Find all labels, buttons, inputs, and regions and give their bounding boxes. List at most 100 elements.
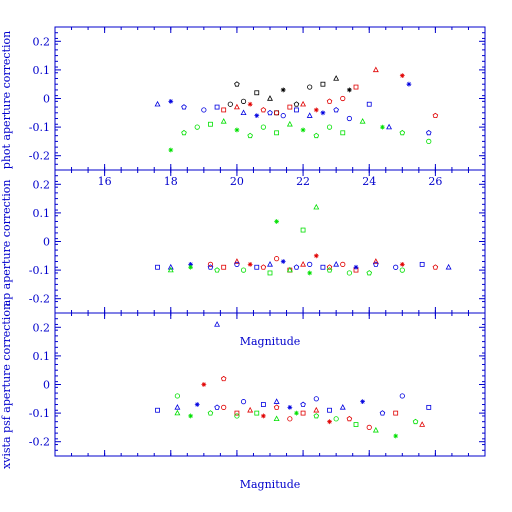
- data-point: [174, 393, 180, 399]
- data-point: [333, 416, 339, 422]
- data-point: [300, 100, 307, 107]
- data-point: [214, 404, 220, 410]
- data-point: [300, 127, 306, 133]
- xlabel-ap: Magnitude: [240, 335, 301, 348]
- data-point: [254, 113, 260, 119]
- data-point: [340, 95, 346, 102]
- data-point: [313, 203, 320, 210]
- data-point: [313, 396, 319, 402]
- y-tick-label: -0.2: [29, 436, 50, 449]
- x-tick-label: 20: [230, 175, 244, 188]
- panel-xvista-psf: -0.2 -0.1 0 0.1 0.2: [29, 312, 486, 457]
- data-point: [293, 101, 300, 107]
- data-point: [240, 109, 247, 115]
- data-point: [220, 375, 227, 382]
- data-point: [267, 109, 273, 116]
- data-point: [154, 100, 161, 107]
- data-point: [267, 95, 273, 101]
- x-tick-label: 18: [164, 175, 178, 188]
- data-point: [227, 101, 233, 107]
- data-point: [333, 261, 340, 267]
- data-point: [419, 421, 426, 427]
- data-point: [167, 266, 174, 273]
- data-point: [300, 261, 307, 267]
- data-point: [306, 112, 313, 118]
- data-point: [346, 270, 352, 276]
- data-point: [313, 107, 319, 113]
- data-point: [260, 107, 267, 113]
- data-point: [274, 256, 280, 262]
- data-point: [181, 129, 187, 136]
- data-point: [399, 261, 405, 267]
- data-point: [393, 264, 399, 270]
- data-point: [320, 81, 326, 87]
- data-point: [201, 107, 207, 113]
- x-tick-label: 22: [296, 175, 310, 188]
- data-point: [260, 124, 266, 130]
- data-point: [333, 107, 339, 113]
- data-point: [194, 124, 200, 130]
- data-point: [273, 415, 280, 422]
- data-point: [188, 261, 194, 267]
- data-point: [366, 270, 373, 276]
- data-point: [307, 84, 313, 90]
- data-point: [260, 402, 266, 407]
- data-point: [406, 81, 412, 87]
- data-point: [274, 130, 280, 136]
- data-point: [207, 410, 214, 416]
- data-point: [346, 87, 352, 93]
- data-point: [214, 104, 220, 110]
- data-point: [201, 382, 207, 387]
- data-point: [267, 270, 273, 276]
- data-point: [432, 264, 439, 270]
- data-point: [207, 264, 214, 270]
- y-tick-label: 0.1: [33, 64, 51, 77]
- data-point: [320, 264, 326, 270]
- data-point: [168, 98, 174, 104]
- data-point: [327, 419, 332, 425]
- y-tick-label: -0.1: [29, 407, 50, 420]
- data-point: [300, 410, 306, 416]
- data-point: [168, 147, 174, 153]
- y-tick-label: 0: [43, 236, 50, 249]
- data-point: [432, 112, 439, 119]
- panel-phot: -0.2 -0.1 0 0.1 0.2 16 18 20 22 24 26: [29, 26, 486, 188]
- x-tick-label: 24: [362, 175, 376, 188]
- data-point: [208, 121, 213, 127]
- data-point: [167, 263, 174, 270]
- data-point: [300, 227, 306, 233]
- data-point: [399, 393, 405, 399]
- ylabel-xvista-psf: xvista psf aperture correction: [0, 303, 13, 469]
- y-tick-label: 0.1: [33, 350, 51, 363]
- y-tick-label: 0.2: [33, 35, 51, 48]
- y-tick-label: 0: [43, 93, 50, 106]
- data-point: [286, 120, 293, 127]
- data-point: [327, 407, 332, 413]
- data-point: [386, 123, 393, 130]
- y-tick-label: -0.1: [29, 264, 50, 277]
- data-point: [313, 132, 320, 139]
- x-tick-label: 16: [98, 175, 112, 188]
- data-point: [419, 261, 425, 267]
- data-point: [280, 259, 286, 264]
- data-point: [221, 107, 227, 113]
- data-point: [326, 98, 333, 104]
- data-point: [260, 413, 266, 419]
- data-point: [280, 87, 286, 93]
- data-point: [320, 110, 326, 116]
- data-point: [372, 66, 379, 73]
- data-point: [380, 124, 385, 130]
- data-point: [188, 413, 194, 419]
- data-point: [254, 90, 260, 96]
- data-point: [313, 406, 320, 413]
- data-point: [333, 75, 340, 81]
- data-point: [273, 404, 280, 410]
- data-point: [372, 258, 379, 264]
- data-point: [366, 101, 372, 107]
- panel-ap: -0.2 -0.1 0 0.1 0.2: [29, 169, 486, 314]
- data-point: [234, 127, 240, 133]
- data-point: [393, 433, 399, 439]
- data-point: [247, 406, 254, 413]
- data-point: [399, 73, 405, 79]
